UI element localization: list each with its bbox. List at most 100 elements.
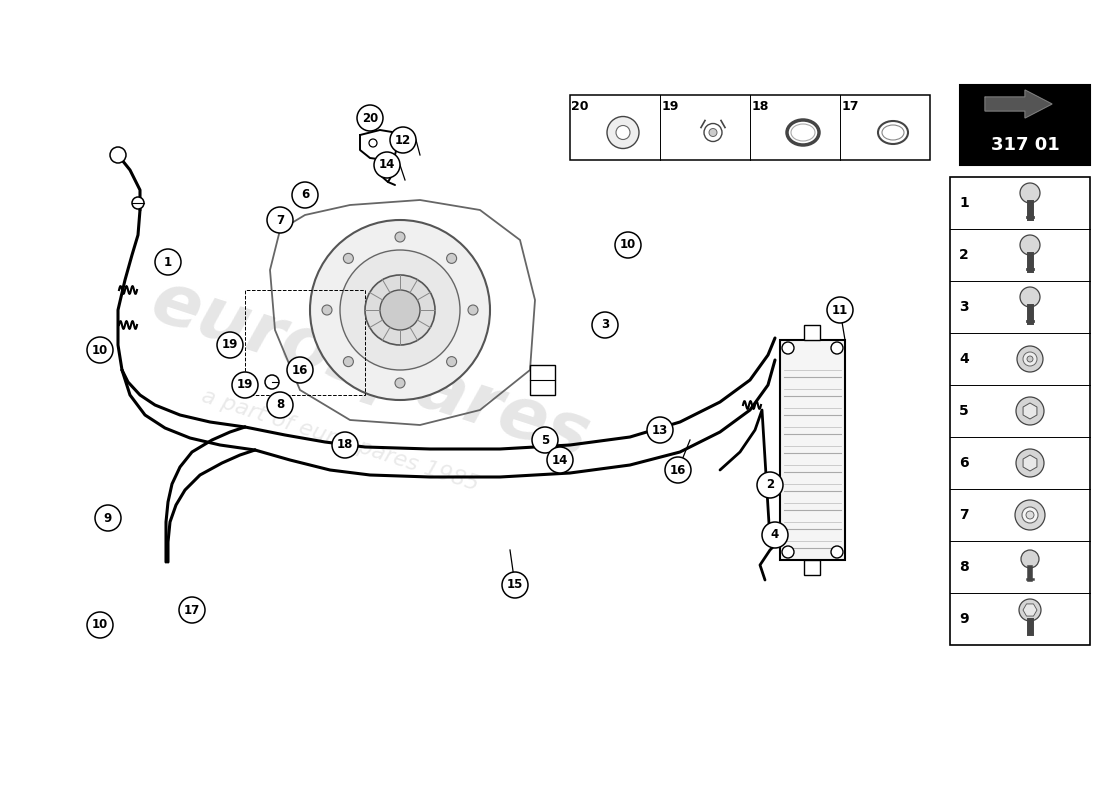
- Circle shape: [95, 505, 121, 531]
- Bar: [570, 95, 930, 160]
- Circle shape: [1016, 397, 1044, 425]
- Circle shape: [782, 342, 794, 354]
- Circle shape: [358, 105, 383, 131]
- Circle shape: [310, 220, 490, 400]
- Circle shape: [1016, 449, 1044, 477]
- Circle shape: [267, 207, 293, 233]
- Circle shape: [827, 297, 853, 323]
- Circle shape: [267, 392, 293, 418]
- Circle shape: [287, 357, 314, 383]
- Text: 3: 3: [601, 318, 609, 331]
- Circle shape: [1027, 356, 1033, 362]
- Circle shape: [704, 123, 722, 142]
- Circle shape: [1022, 507, 1038, 523]
- Text: 10: 10: [92, 343, 108, 357]
- Circle shape: [110, 147, 126, 163]
- Ellipse shape: [882, 125, 904, 140]
- Text: 11: 11: [832, 303, 848, 317]
- Text: 12: 12: [395, 134, 411, 146]
- Bar: [780, 340, 845, 560]
- Circle shape: [762, 522, 788, 548]
- Text: 19: 19: [661, 101, 679, 114]
- Text: 14: 14: [552, 454, 569, 466]
- Circle shape: [710, 129, 717, 137]
- Text: 9: 9: [103, 511, 112, 525]
- Text: 3: 3: [959, 300, 969, 314]
- Text: 7: 7: [276, 214, 284, 226]
- Circle shape: [1023, 352, 1037, 366]
- Circle shape: [616, 126, 630, 139]
- Text: 6: 6: [301, 189, 309, 202]
- Ellipse shape: [878, 121, 908, 144]
- Circle shape: [132, 197, 144, 209]
- Circle shape: [647, 417, 673, 443]
- Circle shape: [374, 152, 400, 178]
- Bar: [804, 325, 820, 340]
- Polygon shape: [984, 90, 1052, 118]
- Text: 8: 8: [276, 398, 284, 411]
- Circle shape: [1021, 550, 1040, 568]
- Circle shape: [340, 250, 460, 370]
- Circle shape: [1020, 235, 1040, 255]
- Text: 15: 15: [507, 578, 524, 591]
- Circle shape: [447, 254, 456, 263]
- Polygon shape: [1023, 455, 1037, 471]
- Circle shape: [607, 117, 639, 149]
- Bar: [245, 290, 365, 395]
- Circle shape: [830, 342, 843, 354]
- Text: 1: 1: [164, 255, 172, 269]
- Circle shape: [365, 275, 435, 345]
- Text: 5: 5: [541, 434, 549, 446]
- Circle shape: [179, 597, 205, 623]
- Bar: [530, 365, 556, 395]
- Circle shape: [447, 357, 456, 366]
- Circle shape: [332, 432, 358, 458]
- Text: 20: 20: [571, 101, 588, 114]
- Polygon shape: [1023, 403, 1037, 419]
- Circle shape: [502, 572, 528, 598]
- Text: 10: 10: [92, 618, 108, 631]
- Circle shape: [830, 546, 843, 558]
- Circle shape: [343, 357, 353, 366]
- Circle shape: [1020, 183, 1040, 203]
- Text: 19: 19: [222, 338, 239, 351]
- Circle shape: [592, 312, 618, 338]
- Text: 18: 18: [751, 101, 769, 114]
- Text: 4: 4: [771, 529, 779, 542]
- Text: 317 01: 317 01: [991, 136, 1059, 154]
- Text: 16: 16: [292, 363, 308, 377]
- Text: a part of eurospares 1985: a part of eurospares 1985: [199, 386, 481, 494]
- Circle shape: [1018, 346, 1043, 372]
- Text: 8: 8: [959, 560, 969, 574]
- Circle shape: [395, 378, 405, 388]
- Text: 10: 10: [620, 238, 636, 251]
- Circle shape: [322, 305, 332, 315]
- Text: eurospares: eurospares: [142, 266, 598, 474]
- Text: 20: 20: [362, 111, 378, 125]
- Circle shape: [292, 182, 318, 208]
- Circle shape: [615, 232, 641, 258]
- Text: 18: 18: [337, 438, 353, 451]
- Text: 19: 19: [236, 378, 253, 391]
- Ellipse shape: [791, 124, 815, 141]
- Text: 9: 9: [959, 612, 969, 626]
- Circle shape: [390, 127, 416, 153]
- Text: 13: 13: [652, 423, 668, 437]
- Bar: [960, 85, 1090, 165]
- Circle shape: [532, 427, 558, 453]
- Circle shape: [757, 472, 783, 498]
- Circle shape: [395, 232, 405, 242]
- Circle shape: [666, 457, 691, 483]
- Circle shape: [1015, 500, 1045, 530]
- Text: 17: 17: [184, 603, 200, 617]
- Circle shape: [1020, 287, 1040, 307]
- Circle shape: [265, 375, 279, 389]
- Text: 4: 4: [959, 352, 969, 366]
- Text: 16: 16: [670, 463, 686, 477]
- Bar: [804, 560, 820, 575]
- Circle shape: [1019, 599, 1041, 621]
- Text: 5: 5: [959, 404, 969, 418]
- Text: 7: 7: [959, 508, 969, 522]
- Circle shape: [782, 546, 794, 558]
- Circle shape: [547, 447, 573, 473]
